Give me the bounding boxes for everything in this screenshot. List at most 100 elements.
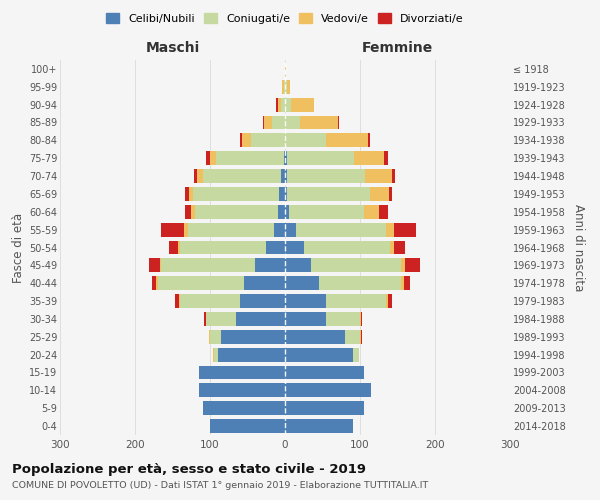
Bar [285, 62, 286, 76]
Bar [285, 401, 364, 415]
Bar [266, 240, 285, 254]
Text: Maschi: Maschi [145, 40, 200, 54]
Bar [205, 312, 206, 326]
Bar [285, 330, 345, 344]
Bar [161, 222, 184, 236]
Bar [204, 312, 205, 326]
Text: COMUNE DI POVOLETTO (UD) - Dati ISTAT 1° gennaio 2019 - Elaborazione TUTTITALIA.: COMUNE DI POVOLETTO (UD) - Dati ISTAT 1°… [12, 481, 428, 490]
Bar [390, 240, 394, 254]
Bar [367, 134, 370, 147]
Bar [386, 294, 388, 308]
Bar [161, 258, 255, 272]
Bar [216, 151, 284, 165]
Bar [218, 348, 285, 362]
Bar [284, 151, 285, 165]
Bar [210, 151, 216, 165]
Bar [221, 330, 285, 344]
Bar [291, 98, 314, 112]
Bar [285, 80, 287, 94]
Bar [304, 240, 390, 254]
Bar [404, 276, 409, 290]
Bar [276, 98, 277, 112]
Bar [386, 222, 394, 236]
Text: Popolazione per età, sesso e stato civile - 2019: Popolazione per età, sesso e stato civil… [12, 462, 366, 475]
Text: Femmine: Femmine [362, 40, 433, 54]
Bar [285, 205, 289, 219]
Bar [287, 187, 370, 201]
Bar [365, 169, 392, 183]
Bar [240, 294, 285, 308]
Bar [384, 151, 388, 165]
Bar [326, 294, 386, 308]
Bar [300, 116, 337, 130]
Bar [236, 312, 285, 326]
Bar [191, 205, 195, 219]
Bar [285, 151, 287, 165]
Bar [360, 312, 361, 326]
Bar [240, 134, 242, 147]
Bar [149, 258, 160, 272]
Bar [156, 276, 157, 290]
Bar [213, 348, 214, 362]
Bar [285, 366, 364, 380]
Bar [214, 348, 218, 362]
Bar [326, 134, 367, 147]
Bar [405, 258, 420, 272]
Bar [209, 330, 210, 344]
Bar [285, 187, 287, 201]
Bar [287, 151, 354, 165]
Y-axis label: Fasce di età: Fasce di età [11, 212, 25, 282]
Bar [285, 116, 300, 130]
Bar [277, 205, 285, 219]
Bar [284, 80, 285, 94]
Bar [285, 240, 304, 254]
Bar [203, 401, 285, 415]
Bar [157, 276, 244, 290]
Bar [277, 98, 281, 112]
Bar [287, 169, 365, 183]
Legend: Celibi/Nubili, Coniugati/e, Vedovi/e, Divorziati/e: Celibi/Nubili, Coniugati/e, Vedovi/e, Di… [102, 8, 468, 28]
Bar [282, 80, 284, 94]
Bar [185, 187, 189, 201]
Bar [326, 312, 360, 326]
Bar [193, 169, 197, 183]
Bar [210, 419, 285, 433]
Bar [364, 205, 379, 219]
Bar [319, 276, 401, 290]
Bar [197, 169, 203, 183]
Bar [296, 222, 386, 236]
Bar [285, 169, 287, 183]
Bar [244, 276, 285, 290]
Bar [394, 222, 416, 236]
Bar [255, 258, 285, 272]
Bar [180, 240, 266, 254]
Bar [401, 258, 405, 272]
Y-axis label: Anni di nascita: Anni di nascita [572, 204, 585, 291]
Bar [285, 258, 311, 272]
Bar [274, 222, 285, 236]
Bar [289, 205, 364, 219]
Bar [279, 187, 285, 201]
Bar [345, 330, 360, 344]
Bar [187, 222, 274, 236]
Bar [281, 98, 285, 112]
Bar [206, 151, 210, 165]
Bar [263, 116, 264, 130]
Bar [285, 222, 296, 236]
Bar [285, 134, 326, 147]
Bar [193, 187, 279, 201]
Bar [285, 276, 319, 290]
Bar [178, 240, 180, 254]
Bar [354, 151, 384, 165]
Bar [285, 294, 326, 308]
Bar [185, 205, 191, 219]
Bar [179, 294, 180, 308]
Bar [169, 240, 178, 254]
Bar [189, 187, 193, 201]
Bar [370, 187, 389, 201]
Bar [180, 294, 240, 308]
Bar [195, 205, 277, 219]
Bar [206, 312, 236, 326]
Bar [389, 187, 392, 201]
Bar [401, 276, 404, 290]
